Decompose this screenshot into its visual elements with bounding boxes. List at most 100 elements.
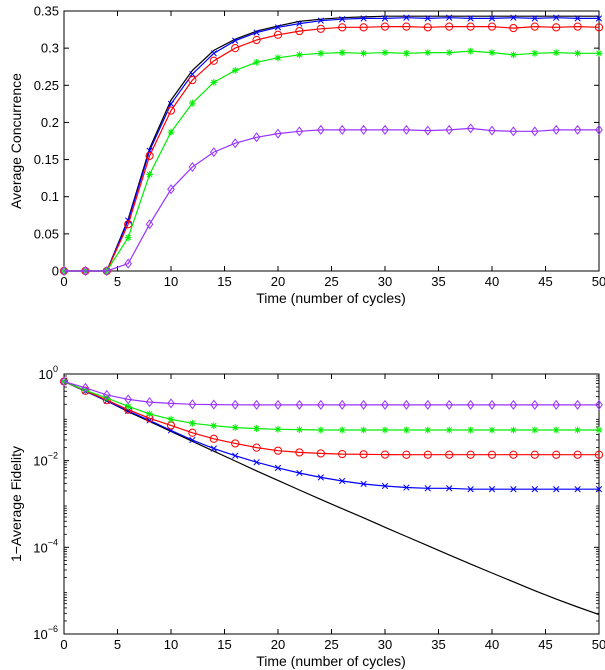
data-point [553,14,560,21]
data-point [510,486,517,493]
data-point [467,486,474,493]
data-point [295,399,304,410]
data-point [231,424,239,431]
y-tick-label: 10−4 [33,537,58,555]
y-tick-label: 0.1 [41,189,59,204]
data-point [510,14,517,21]
data-point [274,399,282,410]
data-point [231,44,240,53]
data-point [103,394,111,402]
data-point [296,426,303,434]
data-point [189,70,196,78]
x-tick-label: 35 [431,274,445,289]
data-point [317,17,324,24]
data-point [595,15,603,22]
data-point [317,474,324,481]
data-point [82,386,89,394]
data-point [552,23,561,32]
x-tick-label: 5 [114,637,121,652]
data-point [210,422,218,430]
data-point [466,450,475,459]
x-tick-label: 15 [217,637,231,652]
data-point [60,265,68,277]
x-tick-label: 45 [538,637,552,652]
data-point [60,376,68,387]
data-point [273,446,283,455]
x-tick-label: 20 [271,274,285,289]
y-tick-label: 0 [52,264,59,279]
x-tick-label: 30 [378,637,392,652]
x-tick-label: 0 [60,637,67,652]
data-point [252,399,261,410]
data-point [232,37,239,44]
data-point [445,49,453,56]
data-point [274,24,282,31]
data-point [295,26,304,36]
data-point [317,426,325,434]
fidelity-chart: 0 5 10 15 20 25 30 35 40 45 50 10−6 10−4 10−2 100 Time… [8,364,605,669]
data-point [402,124,411,135]
data-point [402,399,411,410]
data-point [530,399,539,410]
data-point [424,15,431,22]
data-point [360,15,367,22]
data-point [487,450,497,459]
data-point [81,382,90,393]
series-line-0 [64,15,599,272]
y-tick-label: 10−6 [33,624,58,642]
data-point [510,426,517,434]
data-point [423,399,432,410]
data-point [445,399,454,410]
data-point [146,410,153,418]
data-point [445,426,453,434]
data-point [403,14,410,21]
data-point [360,480,367,488]
x-tick-label: 40 [485,637,499,652]
x-tick-label: 10 [164,274,178,289]
y-tick-label: 0.2 [41,115,59,130]
data-point [595,124,603,135]
data-point [339,16,346,23]
data-point [424,485,431,492]
data-point [531,486,538,493]
data-point [595,399,603,410]
data-point [467,426,474,434]
data-point [552,49,560,56]
series-line-3 [64,50,599,272]
data-point [423,23,432,32]
data-point [167,128,175,136]
data-point [530,22,539,31]
data-point [253,425,260,432]
data-point [189,99,196,107]
x-tick-label: 5 [114,274,121,289]
data-point [209,434,218,443]
data-point [167,184,175,195]
data-point [167,100,175,108]
data-point [253,29,260,36]
data-point [424,49,432,56]
y-tick-label: 0.05 [34,226,59,241]
x-tick-label: 45 [538,274,552,289]
data-point [380,22,390,31]
data-point [189,419,196,427]
data-point [338,426,346,434]
data-point [467,15,474,22]
data-point [295,126,304,137]
data-point [574,15,581,22]
data-point [210,50,217,57]
data-point [102,265,111,277]
data-point [338,399,347,410]
concurrence-series [59,14,604,277]
data-point [338,23,347,32]
data-point [488,125,496,136]
data-point [403,426,410,434]
data-point [274,425,282,433]
x-tick-label: 15 [217,274,231,289]
data-point [253,459,260,466]
fidelity-series [59,376,604,616]
data-point [403,484,410,491]
data-point [466,123,475,134]
data-point [189,436,196,444]
data-point [252,35,261,45]
x-tick-label: 50 [592,637,605,652]
